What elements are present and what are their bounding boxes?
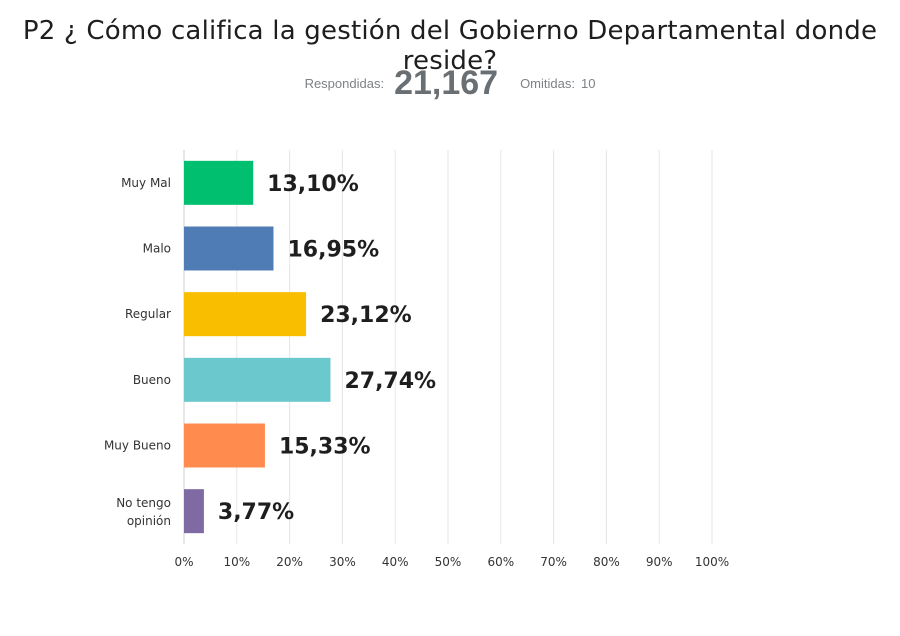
gridlines [183, 150, 713, 544]
x-tick-label: 50% [435, 555, 462, 569]
x-tick-label: 80% [593, 555, 620, 569]
value-label: 15,33% [279, 435, 371, 460]
x-tick-label: 30% [329, 555, 356, 569]
x-tick-label: 70% [540, 555, 567, 569]
page-title: P2 ¿ Cómo califica la gestión del Gobier… [22, 16, 878, 76]
category-label: No tengo opinión [116, 496, 171, 528]
labels: 0% 10% 20% 30% 40% 50% 60% 70% 80% 90% 100% Muy Mal… [104, 172, 729, 569]
value-label: 23,12% [320, 303, 412, 328]
x-tick-label: 0% [174, 555, 193, 569]
category-label: Bueno [133, 373, 171, 387]
bar [184, 423, 265, 468]
category-label: Muy Mal [121, 176, 171, 190]
response-summary: Respondidas: 21,167 Omitidas: 10 [0, 64, 900, 103]
x-tick-label: 60% [487, 555, 514, 569]
bar [184, 489, 204, 534]
bar [184, 292, 307, 337]
bar [184, 226, 274, 271]
x-tick-label: 10% [223, 555, 250, 569]
value-label: 16,95% [287, 238, 379, 263]
bars [184, 160, 331, 534]
answered-label: Respondidas: [304, 76, 385, 91]
category-label: Muy Bueno [104, 439, 171, 453]
x-tick-label: 90% [646, 555, 673, 569]
bar [184, 357, 331, 402]
skipped-count: 10 [580, 76, 596, 91]
value-label: 27,74% [344, 369, 436, 394]
skipped-label: Omitidas: [520, 76, 575, 91]
x-tick-label: 100% [695, 555, 729, 569]
value-label: 13,10% [267, 172, 359, 197]
category-label: Malo [143, 242, 171, 256]
x-tick-label: 40% [382, 555, 409, 569]
x-tick-label: 20% [276, 555, 303, 569]
value-label: 3,77% [218, 500, 294, 525]
bar [184, 160, 254, 205]
answered-count: 21,167 [394, 64, 499, 102]
category-label: Regular [125, 307, 171, 321]
